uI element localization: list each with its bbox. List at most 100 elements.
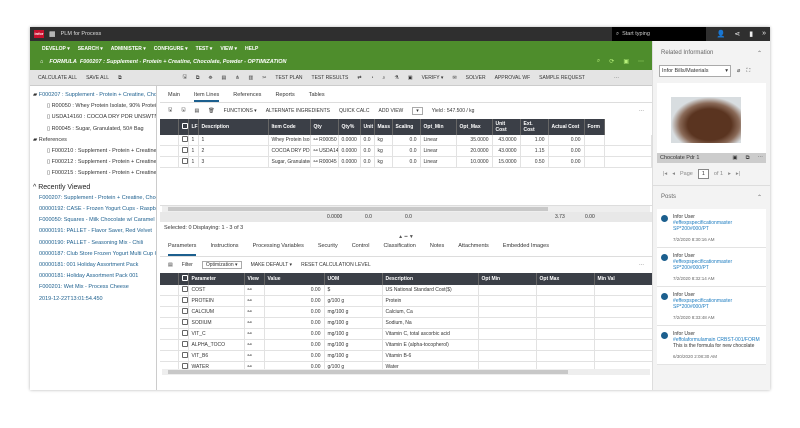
table-row[interactable]: VIT_C ⚯ 0.00 mg/100 g Vitamin C, total ascor…: [160, 328, 652, 340]
flask-icon[interactable]: ⚗: [394, 74, 399, 81]
tab-embedded-images[interactable]: Embedded Images: [502, 243, 549, 249]
mail-icon[interactable]: ✉: [452, 74, 457, 81]
column-header[interactable]: Opt Min: [478, 273, 537, 285]
calc-icon[interactable]: ▣: [407, 74, 413, 81]
recent-item[interactable]: 00000187: Club Store Frozen Yogurt Multi…: [39, 250, 157, 257]
column-header[interactable]: Item Code: [268, 119, 311, 135]
home-icon[interactable]: ⌂: [40, 59, 44, 65]
column-header[interactable]: View: [244, 273, 265, 285]
row-checkbox[interactable]: [181, 363, 187, 369]
save-icon[interactable]: 🖫: [182, 73, 187, 80]
row-checkbox-cell[interactable]: [178, 339, 189, 351]
image-icon[interactable]: ▣: [732, 155, 738, 161]
menu-item[interactable]: HELP: [245, 46, 259, 52]
solver-button[interactable]: SOLVER: [465, 74, 486, 81]
table-row[interactable]: ALPHA_TOCO ⚯ 0.00 mg/100 g Vitamin E (alpha-…: [160, 339, 652, 351]
column-header[interactable]: [160, 119, 179, 135]
collapse-icon[interactable]: ⌃: [756, 51, 762, 57]
view-dropdown[interactable]: ▾: [412, 107, 423, 115]
copy-icon[interactable]: ⧉: [118, 74, 122, 81]
recent-item[interactable]: 00000192: CASE - Frozen Yogurt Cups - Ra…: [39, 206, 157, 213]
tab-parameters[interactable]: Parameters: [168, 243, 197, 256]
fullscreen-icon[interactable]: ⛶: [746, 67, 751, 74]
column-header[interactable]: Description: [382, 273, 479, 285]
filter-dropdown[interactable]: Optimization ▾: [201, 261, 242, 269]
row-checkbox[interactable]: [181, 352, 187, 358]
save-icon[interactable]: ▣: [623, 59, 629, 65]
cell[interactable]: [536, 317, 595, 329]
view-link-icon[interactable]: ⚯: [244, 306, 265, 318]
value-cell[interactable]: 0.00: [264, 339, 325, 351]
page-input[interactable]: 1: [697, 169, 709, 179]
search-icon[interactable]: ⌕: [596, 58, 601, 64]
cell[interactable]: [594, 317, 652, 329]
menu-item[interactable]: VIEW ▾: [220, 46, 238, 52]
table-row[interactable]: 11 Whey Protein Isolate, 90% Protein, (WP…: [160, 135, 652, 146]
recent-item[interactable]: F000050: Squares - Milk Chocolate w/ Car…: [39, 217, 155, 224]
make-default-button[interactable]: MAKE DEFAULT ▾: [250, 262, 293, 268]
cell[interactable]: [594, 295, 652, 307]
recent-item[interactable]: F000201: Wet Mix - Process Cheese: [39, 284, 129, 291]
value-cell[interactable]: 0.00: [264, 328, 325, 340]
hierarchy-icon[interactable]: ⋔: [235, 74, 240, 81]
tree-item[interactable]: ▯ R00050 : Whey Protein Isolate, 90% Pro…: [33, 101, 156, 112]
menu-item[interactable]: TEST ▾: [195, 46, 213, 52]
more-icon[interactable]: ⋯: [757, 155, 764, 161]
recent-item[interactable]: 00000190: PALLET - Seasoning Mix - Chili: [39, 239, 144, 246]
menu-item[interactable]: DEVELOP ▾: [42, 46, 70, 52]
column-header[interactable]: Opt_Min: [420, 119, 457, 135]
column-header[interactable]: UOM: [324, 273, 383, 285]
post-link[interactable]: #effexpspecificationmaster SP*200#000/PT: [673, 259, 733, 271]
tab-notes[interactable]: Notes: [429, 243, 445, 249]
user-icon[interactable]: 👤: [716, 31, 726, 38]
cut-icon[interactable]: ✂: [262, 74, 267, 81]
post-link[interactable]: #effexpspecificationmaster SP*200#000/PT: [673, 298, 733, 310]
save-icon[interactable]: 🖫: [168, 107, 173, 113]
menu-item[interactable]: CONFIGURE ▾: [153, 46, 188, 52]
cell[interactable]: [536, 361, 595, 369]
column-header[interactable]: Unit Cost: [492, 119, 521, 135]
tree-item[interactable]: ▯ R00045 : Sugar, Granulated, 50# Bag: [33, 124, 153, 135]
column-header[interactable]: Actual Cost: [548, 119, 585, 135]
reset-calculation-level-button[interactable]: RESET CALCULATION LEVEL: [301, 262, 371, 268]
export-icon[interactable]: ▤: [168, 262, 173, 268]
recent-item[interactable]: 00000181: Holiday Assortment Pack 001: [39, 273, 139, 280]
more-icon[interactable]: ⋯: [614, 74, 619, 81]
row-checkbox[interactable]: [181, 330, 187, 336]
row-checkbox[interactable]: [181, 158, 187, 164]
row-checkbox[interactable]: [181, 297, 187, 303]
value-cell[interactable]: 0.00: [264, 295, 325, 307]
column-header[interactable]: [178, 119, 189, 135]
copy-icon[interactable]: ⧉: [195, 74, 200, 81]
binoculars-icon[interactable]: ⛯: [208, 74, 213, 81]
post-link[interactable]: #effexpspecificationmaster SP*200#000/PT: [673, 220, 733, 232]
cell[interactable]: [536, 328, 595, 340]
tab-classification[interactable]: Classification: [383, 243, 416, 249]
column-header[interactable]: [160, 273, 179, 285]
add-view-button[interactable]: ADD VIEW: [378, 108, 404, 114]
column-header[interactable]: Description: [198, 119, 269, 135]
collapse-icon[interactable]: ⌃: [756, 195, 762, 201]
cell[interactable]: [478, 285, 537, 296]
column-header[interactable]: Opt Max: [536, 273, 595, 285]
delete-icon[interactable]: 🗑: [208, 108, 215, 114]
recently-viewed-header[interactable]: ^ Recently Viewed: [33, 182, 153, 193]
more-icon[interactable]: ⋯: [639, 108, 644, 114]
cell[interactable]: [594, 339, 652, 351]
post-link[interactable]: #effolaformulamain CRBST-001/FORM: [673, 337, 760, 343]
column-header[interactable]: [178, 273, 189, 285]
view-link-icon[interactable]: ⚯: [244, 285, 265, 296]
export-icon[interactable]: ▤: [194, 108, 200, 114]
row-checkbox-cell[interactable]: [178, 328, 189, 340]
table-row[interactable]: WATER ⚯ 0.00 g/100 g Water: [160, 361, 652, 369]
horizontal-scrollbar[interactable]: [162, 369, 650, 375]
row-checkbox[interactable]: [181, 319, 187, 325]
row-checkbox-cell[interactable]: [178, 156, 189, 168]
functions-button[interactable]: FUNCTIONS ▾: [223, 108, 257, 114]
column-header[interactable]: Scaling: [392, 119, 421, 135]
menu-item[interactable]: ADMINISTER ▾: [110, 46, 146, 52]
recent-item[interactable]: 2019-12-22T13:01:54.450: [39, 295, 103, 302]
cell[interactable]: [594, 350, 652, 362]
related-select[interactable]: Infor Bills/Materials ▾: [659, 65, 731, 77]
column-header[interactable]: Qty%: [338, 119, 361, 135]
